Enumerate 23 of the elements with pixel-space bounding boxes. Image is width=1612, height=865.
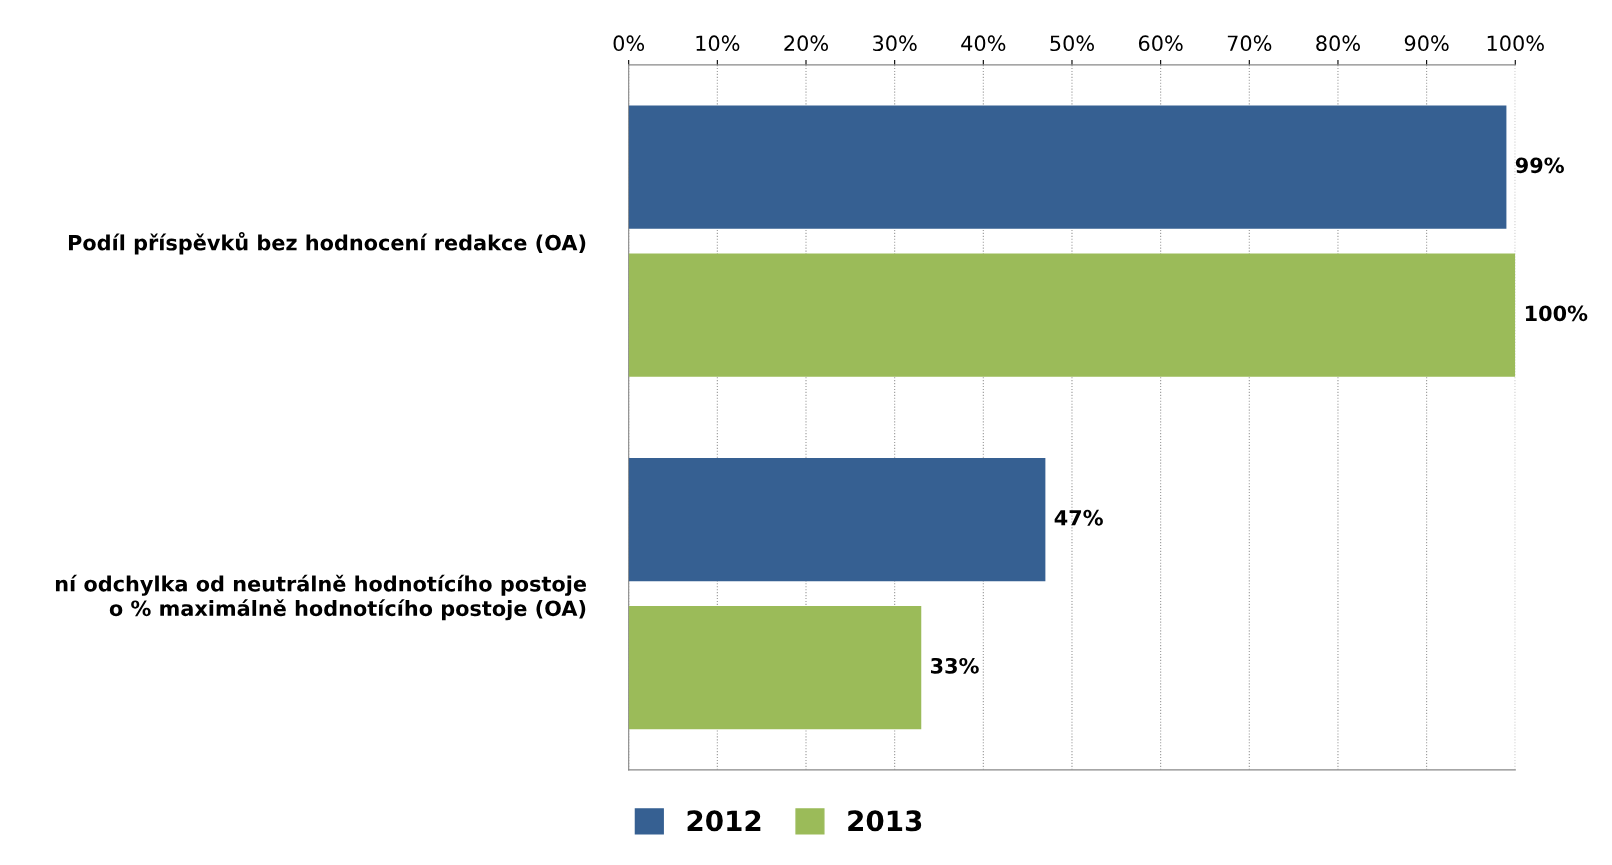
- x-tick-label: 60%: [1138, 35, 1183, 52]
- legend-label: 2012: [687, 810, 761, 832]
- bar: [628, 253, 1516, 377]
- x-tick-label: 20%: [784, 35, 828, 52]
- bar: [628, 457, 1046, 582]
- x-tick-label: 90%: [1404, 35, 1449, 52]
- y-tick-label: Podíl příspěvků bez hodnocení redakce (OA): [68, 231, 586, 255]
- x-tick-label: 40%: [961, 35, 1006, 52]
- x-tick-label: 100%: [1487, 35, 1544, 52]
- data-label: 33%: [930, 657, 979, 674]
- bar: [628, 105, 1507, 229]
- x-tick-label: 30%: [873, 35, 917, 52]
- x-tick-label: 10%: [696, 35, 740, 52]
- data-label: 47%: [1054, 509, 1103, 526]
- x-tick-label: 80%: [1316, 35, 1360, 52]
- legend-label: 2013: [848, 810, 922, 832]
- data-label: 99%: [1515, 157, 1564, 174]
- y-tick-label: ní odchylka od neutrálně hodnotícího postoje o % maximálně hodnotícího postoje (OA): [55, 574, 587, 621]
- data-label: 100%: [1525, 305, 1588, 322]
- x-tick-label: 0%: [613, 35, 645, 52]
- x-tick-label: 50%: [1050, 35, 1094, 52]
- bar: [628, 605, 922, 730]
- x-tick-label: 70%: [1227, 35, 1272, 52]
